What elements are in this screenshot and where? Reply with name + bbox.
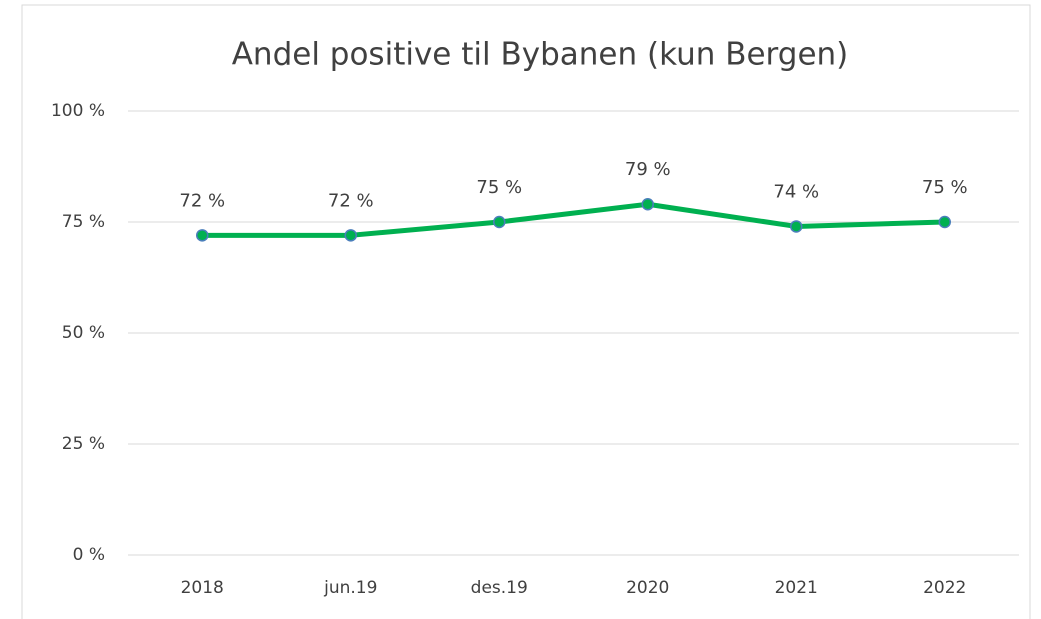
x-tick-label: 2022 [923, 578, 966, 598]
marker [344, 229, 357, 242]
data-label: 79 % [625, 159, 671, 180]
data-label: 72 % [179, 190, 225, 211]
marker [641, 197, 654, 211]
y-tick-label: 100 % [51, 101, 105, 121]
chart-title: Andel positive til Bybanen (kun Bergen) [232, 37, 849, 73]
y-tick-label: 75 % [62, 212, 105, 232]
y-tick-label: 50 % [62, 323, 105, 343]
data-label: 74 % [773, 181, 819, 202]
x-tick-label: 2020 [626, 578, 669, 598]
chart-border [21, 4, 1031, 619]
marker [938, 215, 951, 229]
marker [196, 229, 209, 242]
data-label: 75 % [922, 177, 968, 198]
marker [790, 220, 803, 233]
x-tick-label: 2021 [775, 578, 818, 598]
data-label: 75 % [476, 177, 522, 198]
y-tick-label: 25 % [62, 434, 105, 454]
line [202, 201, 945, 238]
x-tick-label: jun.19 [323, 578, 377, 598]
data-label: 72 % [328, 190, 374, 211]
x-tick-label: des.19 [471, 578, 528, 598]
marker [493, 215, 506, 229]
x-tick-label: 2018 [181, 578, 224, 598]
y-tick-label: 0 % [73, 545, 105, 565]
